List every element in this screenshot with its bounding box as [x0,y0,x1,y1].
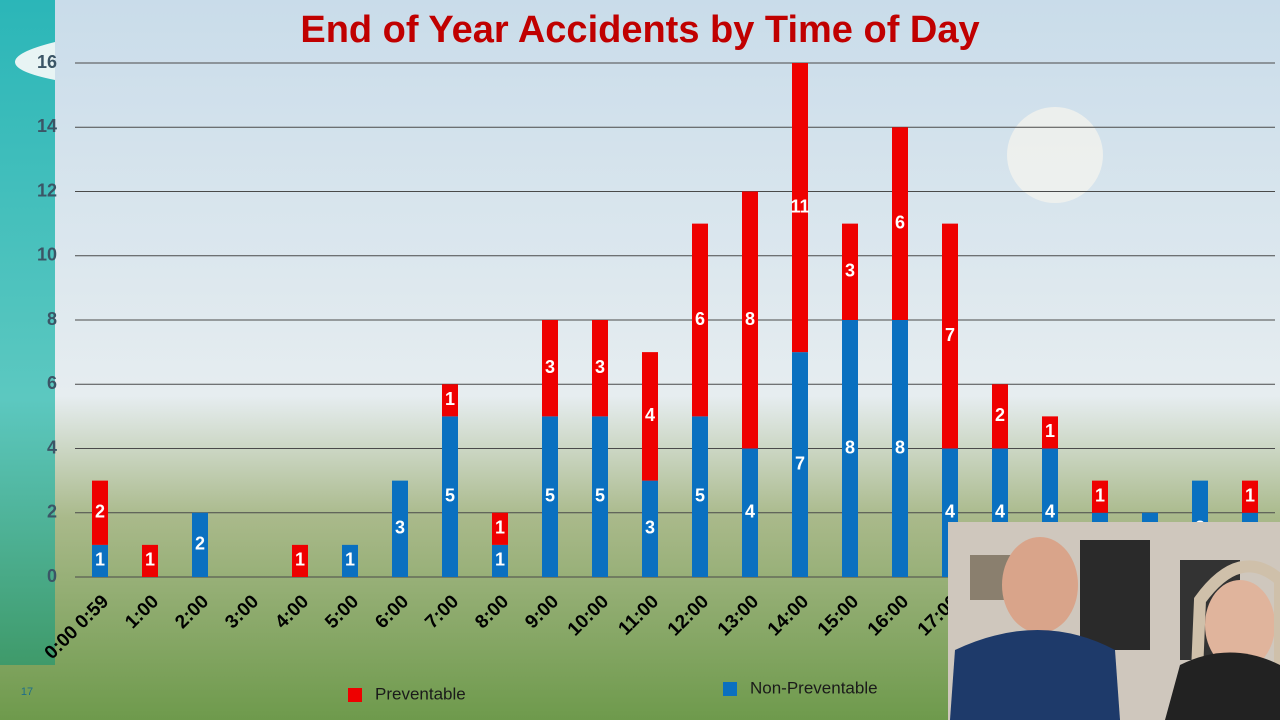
data-label: 2 [195,534,205,554]
data-label: 7 [945,325,955,345]
data-label: 7 [795,453,805,473]
y-tick-label: 14 [37,116,57,136]
data-label: 1 [1045,421,1055,441]
bar-segment [842,320,858,577]
legend-swatch [348,688,362,702]
data-label: 4 [1045,502,1055,522]
bar-segment [92,480,108,545]
bar-segment [592,416,608,577]
y-tick-label: 10 [37,245,57,265]
y-tick-label: 0 [47,566,57,586]
bar-segment [142,544,158,577]
data-label: 1 [345,550,355,570]
bar-segment [1042,416,1058,449]
bar-segment [892,127,908,320]
tab [15,42,55,80]
data-label: 1 [295,550,305,570]
bar-segment [442,384,458,417]
data-label: 8 [895,437,905,457]
bar-segment [642,352,658,481]
y-tick-label: 4 [47,437,57,457]
data-label: 1 [1095,485,1105,505]
data-label: 5 [695,485,705,505]
data-label: 5 [595,485,605,505]
data-label: 1 [1245,485,1255,505]
bar-segment [992,384,1008,449]
data-label: 11 [790,196,809,216]
bar-segment [642,480,658,577]
data-label: 5 [445,485,455,505]
bar-segment [692,416,708,577]
data-label: 3 [645,518,655,538]
data-label: 4 [945,502,955,522]
bar-segment [542,416,558,577]
y-tick-label: 16 [37,52,57,72]
slide-number: 17 [21,686,33,698]
data-label: 1 [95,550,105,570]
bar-segment [592,320,608,417]
data-label: 2 [95,502,105,522]
bar-segment [342,544,358,577]
y-tick-label: 6 [47,373,57,393]
moon [1007,107,1103,203]
bar-segment [742,191,758,449]
bar-segment [392,480,408,577]
bar-segment [1242,480,1258,513]
webcam [948,522,1280,720]
data-label: 3 [545,357,555,377]
y-tick-label: 8 [47,309,57,329]
legend-label: Preventable [375,684,466,703]
data-label: 4 [645,405,655,425]
bar-segment [492,544,508,577]
data-label: 6 [895,212,905,232]
data-label: 4 [745,502,755,522]
data-label: 8 [745,309,755,329]
data-label: 1 [495,518,505,538]
bar-segment [492,512,508,545]
bar-segment [792,352,808,577]
data-label: 5 [545,485,555,505]
bar-segment [292,544,308,577]
data-label: 1 [145,550,155,570]
bar-segment [942,223,958,449]
bar-segment [442,416,458,577]
data-label: 3 [845,261,855,281]
data-label: 3 [395,518,405,538]
legend-swatch [723,682,737,696]
data-label: 2 [995,405,1005,425]
bar-segment [542,320,558,417]
bar-segment [792,63,808,353]
legend-label: Non-Preventable [750,678,878,697]
data-label: 1 [445,389,455,409]
data-label: 6 [695,309,705,329]
side-band [0,0,55,665]
data-label: 4 [995,502,1005,522]
bar-segment [742,448,758,577]
bar-segment [842,223,858,320]
bar-segment [692,223,708,417]
bar-segment [92,544,108,577]
bar-segment [892,320,908,577]
bar-segment [1092,480,1108,513]
data-label: 1 [495,550,505,570]
chart-title: End of Year Accidents by Time of Day [300,9,979,51]
y-tick-label: 12 [37,180,57,200]
y-tick-label: 2 [47,502,57,522]
bar-segment [192,512,208,577]
data-label: 3 [595,357,605,377]
data-label: 8 [845,437,855,457]
